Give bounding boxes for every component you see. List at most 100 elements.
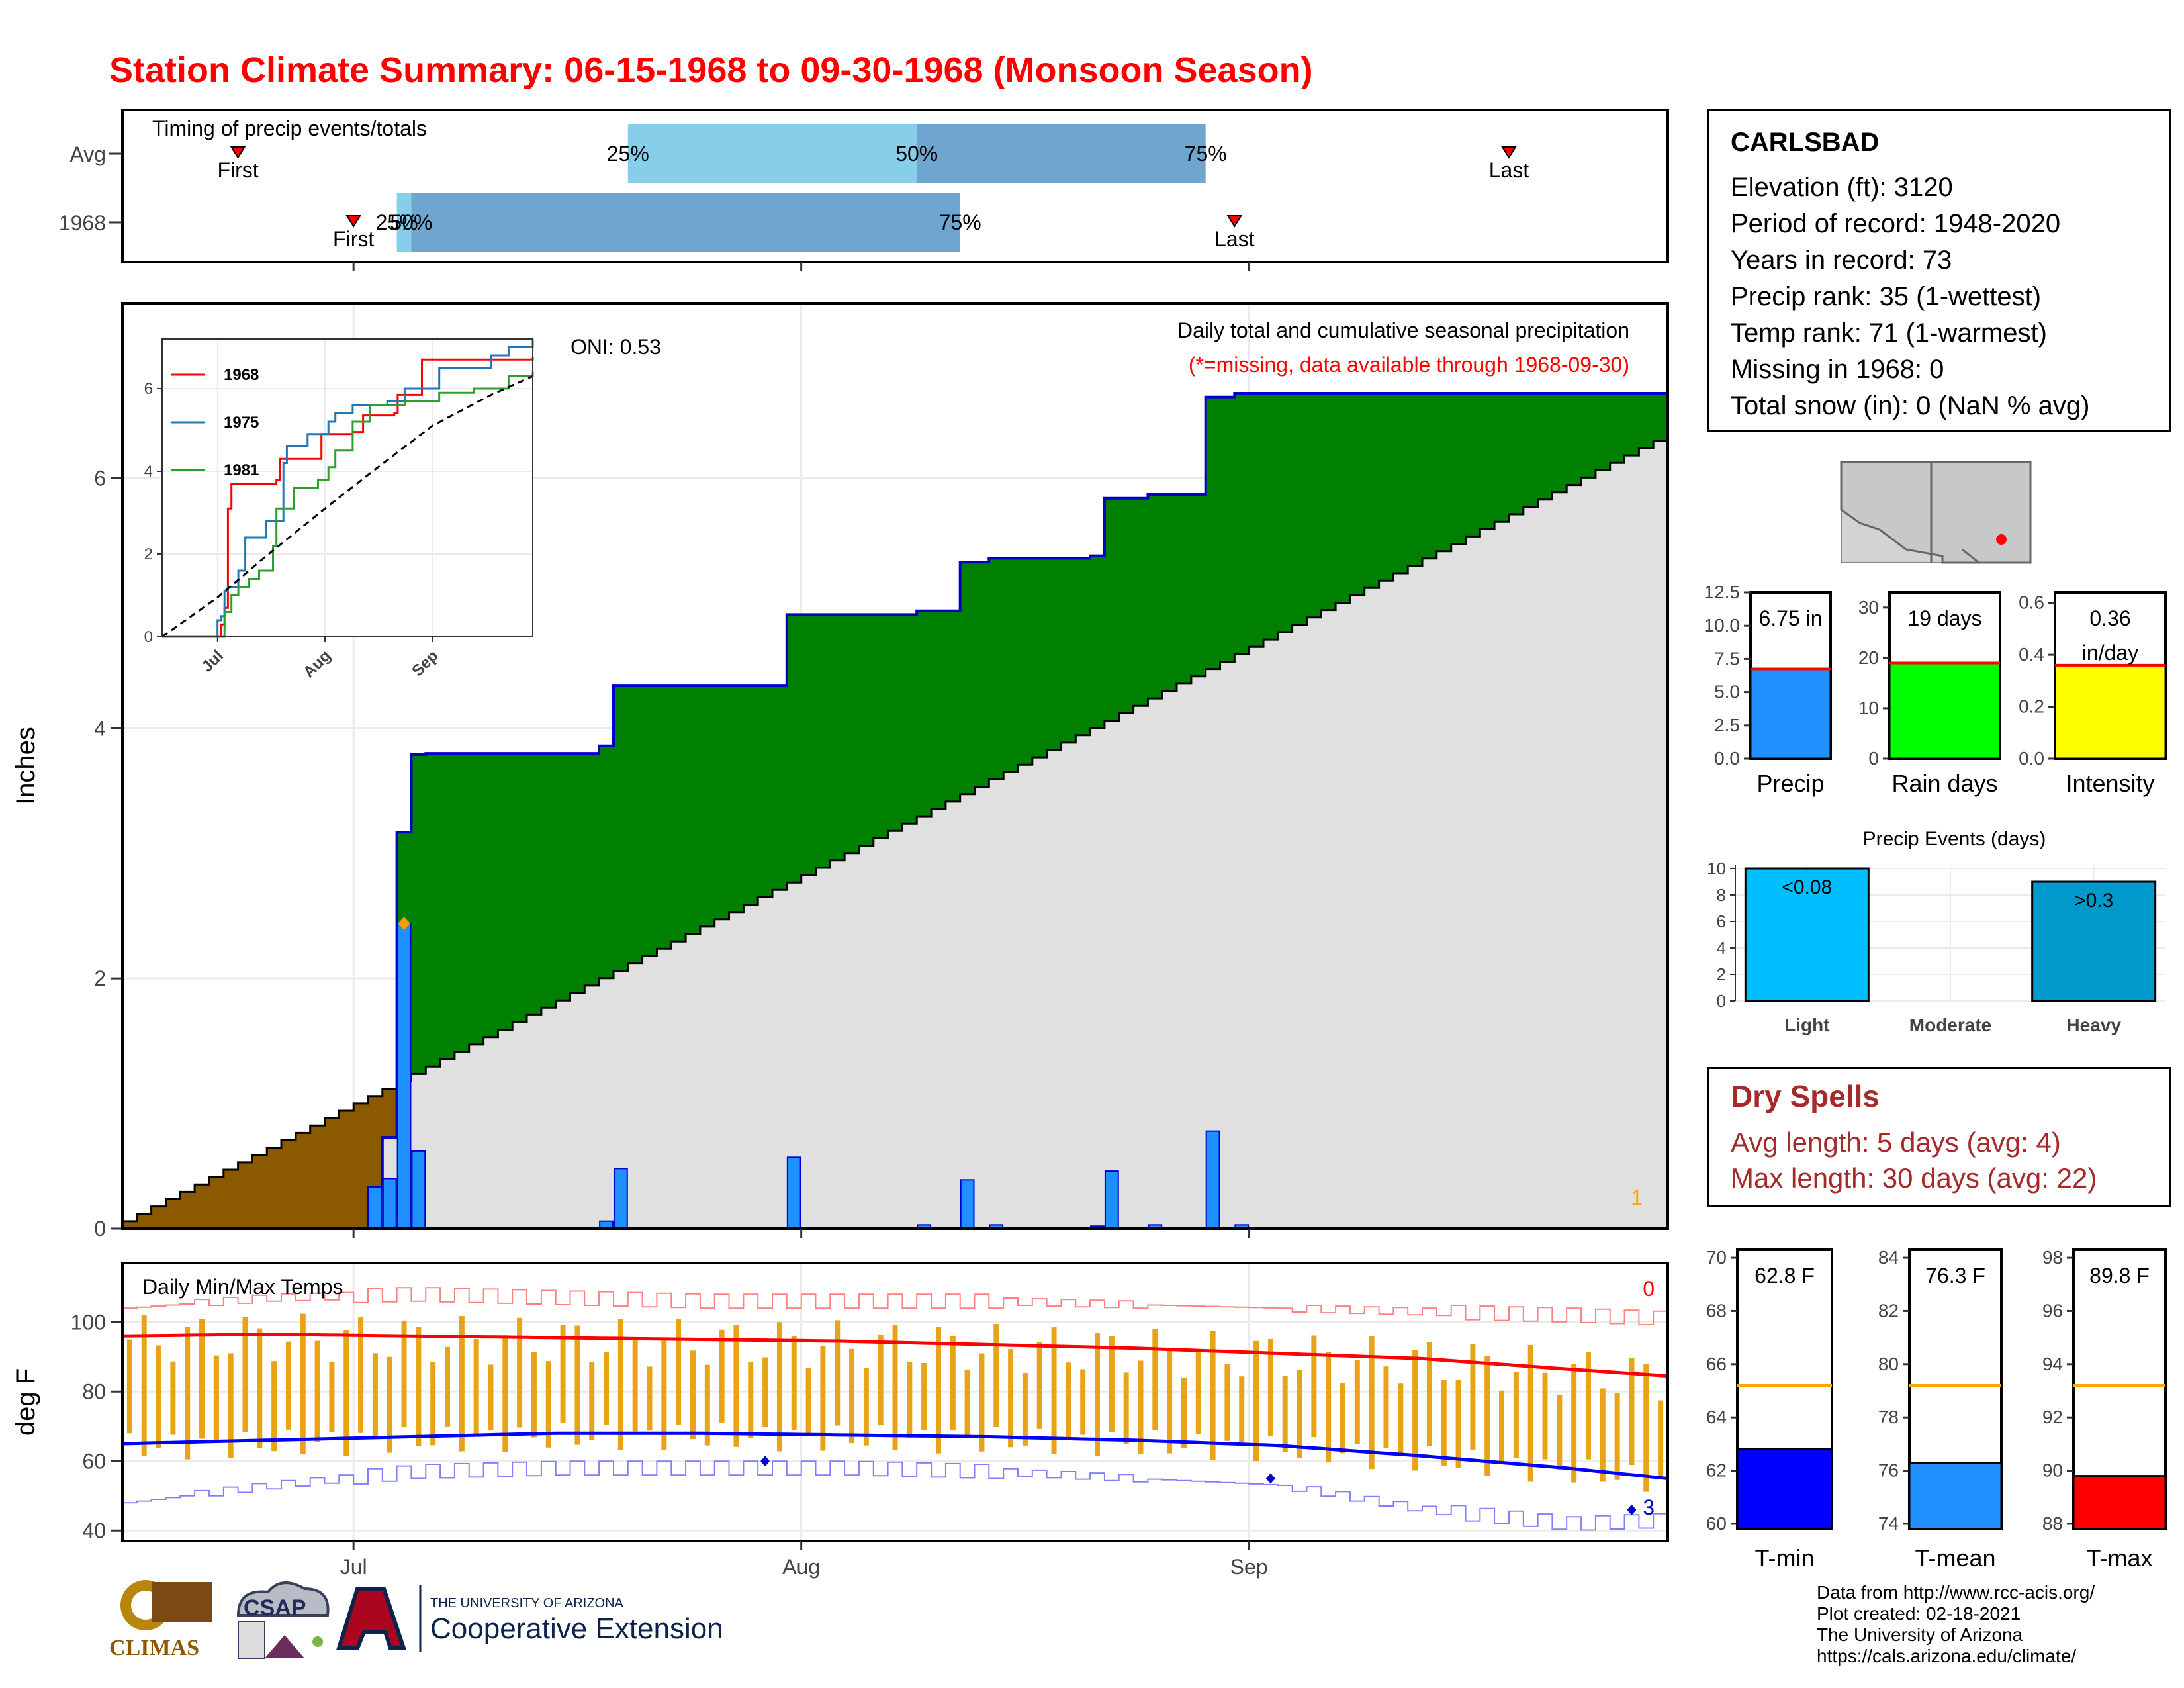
temps-daily-bar	[762, 1357, 768, 1427]
precip-deficit-fill	[223, 1170, 239, 1229]
temps-low-marker	[1627, 1504, 1637, 1515]
temps-y-tick-label: 100	[71, 1310, 106, 1334]
temps-daily-bar	[921, 1362, 927, 1430]
temps-daily-bar	[935, 1327, 941, 1454]
gauge-y-tick-label: 62	[1706, 1460, 1727, 1481]
gauge-y-tick-label: 84	[1878, 1247, 1899, 1268]
precip-normal-fill	[122, 440, 1668, 1229]
temps-daily-bar	[300, 1313, 306, 1454]
timing-first-marker	[230, 146, 246, 159]
precip-daily-bar	[382, 1178, 397, 1229]
precip-title: Daily total and cumulative seasonal prec…	[1177, 318, 1629, 342]
gauge-value-label: 62.8 F	[1754, 1264, 1815, 1288]
gauge-y-tick-label: 80	[1878, 1354, 1899, 1374]
precip-surplus-fill	[887, 614, 903, 831]
precip-surplus-fill	[801, 614, 817, 876]
temps-daily-bar	[1282, 1376, 1288, 1452]
gauge-y-tick-label: 0	[1868, 748, 1879, 769]
precip-surplus-fill	[411, 754, 426, 1074]
precip-surplus-fill	[974, 562, 989, 787]
events-panel: Precip Events (days) 0 2 4 6 8 10 <0.08 Light Mod…	[1707, 828, 2165, 1035]
gauge-value-bar	[1888, 661, 2001, 760]
gauge-y-tick-label: 7.5	[1714, 648, 1740, 669]
station-missing: Missing in 1968: 0	[1731, 355, 1944, 384]
precip-deficit-fill	[180, 1192, 195, 1229]
events-y-tick-label: 2	[1717, 964, 1726, 984]
temps-daily-bar	[1253, 1340, 1259, 1462]
temps-daily-bar	[979, 1353, 985, 1452]
gauge-y-tick-label: 20	[1858, 647, 1879, 668]
events-category-label: Heavy	[2066, 1015, 2121, 1035]
temps-daily-bar	[805, 1368, 811, 1434]
gauge-panel: 0.02.55.07.510.012.56.75 inPrecip0102030…	[1704, 582, 2167, 1571]
station-temp-rank: Temp rank: 71 (1-warmest)	[1731, 318, 2047, 348]
precip-surplus-fill	[570, 753, 585, 994]
temps-daily-bar	[314, 1340, 320, 1442]
gauge-value-bar	[1908, 1462, 2003, 1530]
precip-surplus-fill	[729, 686, 744, 912]
temps-y-axis-label: deg F	[11, 1368, 40, 1436]
precip-surplus-fill	[902, 614, 917, 824]
climas-logo-text: CLIMAS	[109, 1636, 199, 1660]
timing-first-marker	[345, 215, 361, 228]
precip-deficit-fill	[310, 1125, 326, 1229]
temps-daily-bar	[1484, 1356, 1490, 1476]
temps-daily-bar	[617, 1319, 623, 1450]
inset-legend-label: 1968	[224, 366, 259, 384]
precip-surplus-fill	[1581, 393, 1596, 478]
precip-surplus-fill	[1090, 555, 1105, 728]
temps-daily-bar	[1398, 1383, 1404, 1454]
temps-y-tick-label: 80	[82, 1380, 106, 1403]
temps-y-tick-label: 40	[82, 1519, 106, 1542]
temps-daily-bar	[1036, 1342, 1042, 1429]
precip-surplus-fill	[1249, 393, 1264, 647]
temps-daily-bar	[213, 1355, 219, 1441]
inset-series-line	[162, 372, 534, 638]
timing-q25-label: 25%	[376, 211, 418, 234]
temps-daily-bar	[950, 1335, 956, 1431]
temps-daily-bar	[676, 1319, 682, 1425]
events-category-label: Light	[1784, 1015, 1829, 1035]
precip-deficit-fill	[382, 1088, 398, 1138]
precip-surplus-fill	[830, 614, 845, 861]
events-title: Precip Events (days)	[1863, 828, 2046, 850]
gauge-y-tick-label: 30	[1858, 597, 1879, 618]
temps-daily-bar	[1557, 1395, 1563, 1470]
temps-daily-bar	[574, 1325, 580, 1445]
precip-deficit-fill	[295, 1133, 311, 1229]
gauge-value-bar	[1749, 667, 1832, 760]
temps-daily-bar	[820, 1346, 826, 1451]
temps-daily-bar	[1152, 1329, 1158, 1430]
timing-last-marker	[1226, 215, 1243, 228]
temps-daily-bar	[1138, 1360, 1144, 1454]
precip-surplus-fill	[1422, 393, 1437, 559]
gauge-y-tick-label: 0.0	[2019, 748, 2044, 769]
temps-daily-bar	[416, 1327, 422, 1446]
precip-surplus-fill	[426, 753, 441, 1067]
inset-y-tick-label: 2	[144, 545, 153, 563]
precip-surplus-fill	[945, 610, 961, 802]
precip-surplus-fill	[1393, 393, 1408, 574]
precip-surplus-fill	[541, 753, 557, 1008]
temps-daily-bar	[401, 1320, 407, 1428]
ua-big-text: Cooperative Extension	[430, 1613, 723, 1645]
precip-deficit-fill	[367, 1096, 383, 1188]
precip-surplus-fill	[786, 614, 802, 883]
precip-surplus-fill	[1234, 393, 1250, 655]
temps-daily-bar	[661, 1340, 667, 1450]
gauge-y-tick-label: 68	[1706, 1300, 1727, 1321]
temps-daily-bar	[647, 1366, 653, 1431]
temps-count-top: 0	[1643, 1277, 1655, 1301]
precip-daily-bar	[1104, 1170, 1119, 1229]
temps-daily-bar	[126, 1339, 132, 1434]
temps-daily-bar	[1542, 1372, 1548, 1460]
temps-daily-bar	[430, 1362, 436, 1446]
precip-deficit-fill	[267, 1147, 282, 1229]
temps-daily-bar	[387, 1356, 392, 1453]
gauge-y-tick-label: 0.6	[2019, 592, 2044, 613]
gauge-category-label: Precip	[1756, 770, 1824, 797]
events-y-tick-label: 6	[1717, 912, 1726, 931]
